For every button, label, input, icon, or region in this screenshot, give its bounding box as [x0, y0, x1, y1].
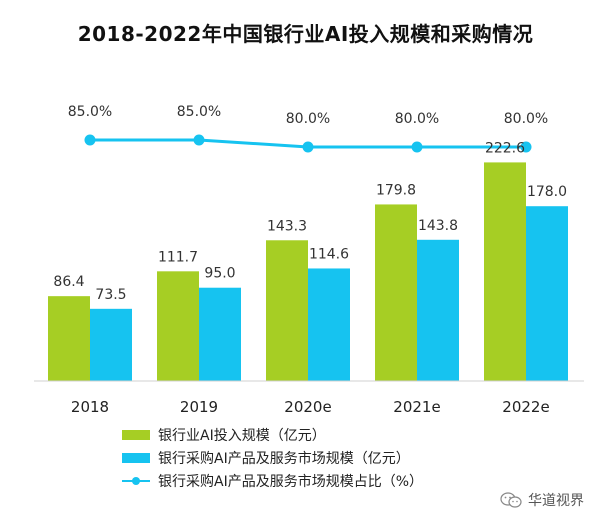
- bar-procurement: [90, 308, 132, 381]
- bar-value-label: 95.0: [204, 266, 235, 282]
- watermark: 华道视界: [500, 490, 584, 510]
- bar-ai-investment: [157, 271, 199, 381]
- legend: 银行业AI投入规模（亿元） 银行采购AI产品及服务市场规模（亿元） 银行采购AI…: [122, 423, 423, 492]
- bar-ai-investment: [375, 204, 417, 381]
- x-tick-label: 2021e: [393, 398, 440, 416]
- x-tick-label: 2018: [71, 398, 109, 416]
- bar-ai-investment: [266, 240, 308, 381]
- share-point: [84, 134, 96, 146]
- share-point: [193, 134, 205, 146]
- bar-value-label: 143.8: [418, 218, 458, 234]
- x-tick-label: 2020e: [284, 398, 331, 416]
- bar-value-label: 86.4: [53, 274, 84, 290]
- share-value-label: 85.0%: [68, 104, 112, 120]
- wechat-icon: [500, 492, 522, 508]
- watermark-text: 华道视界: [528, 493, 584, 509]
- share-value-label: 80.0%: [286, 111, 330, 127]
- legend-item-share: 银行采购AI产品及服务市场规模占比（%）: [122, 469, 423, 492]
- x-tick-label: 2019: [180, 398, 218, 416]
- bar-ai-investment: [484, 162, 526, 381]
- legend-swatch-green: [122, 429, 150, 440]
- bar-value-label: 143.3: [267, 218, 307, 234]
- legend-item-procurement: 银行采购AI产品及服务市场规模（亿元）: [122, 446, 423, 469]
- legend-label: 银行采购AI产品及服务市场规模（亿元）: [158, 450, 410, 467]
- legend-swatch-line: [122, 476, 150, 486]
- x-tick-label: 2022e: [502, 398, 549, 416]
- chart-title: 2018-2022年中国银行业AI投入规模和采购情况: [77, 22, 534, 46]
- share-point: [520, 141, 532, 153]
- bar-value-label: 222.6: [485, 140, 525, 156]
- legend-item-ai-investment: 银行业AI投入规模（亿元）: [122, 423, 423, 446]
- share-value-label: 85.0%: [177, 104, 221, 120]
- bar-procurement: [526, 206, 568, 381]
- bar-value-label: 179.8: [376, 182, 416, 198]
- legend-label: 银行采购AI产品及服务市场规模占比（%）: [158, 473, 424, 490]
- share-point: [302, 141, 314, 153]
- bars-layer: [48, 162, 568, 381]
- bar-procurement: [417, 239, 459, 381]
- bar-ai-investment: [48, 296, 90, 381]
- bar-value-label: 73.5: [95, 287, 126, 303]
- legend-label: 银行业AI投入规模（亿元）: [158, 427, 326, 444]
- share-value-label: 80.0%: [504, 111, 548, 127]
- bar-procurement: [199, 287, 241, 381]
- line-layer: [84, 134, 532, 153]
- share-point: [411, 141, 423, 153]
- bar-value-label: 178.0: [527, 184, 567, 200]
- share-value-label: 80.0%: [395, 111, 439, 127]
- bar-value-label: 114.6: [309, 246, 349, 262]
- bar-value-label: 111.7: [158, 249, 198, 265]
- bar-procurement: [308, 268, 350, 381]
- legend-swatch-blue: [122, 452, 150, 463]
